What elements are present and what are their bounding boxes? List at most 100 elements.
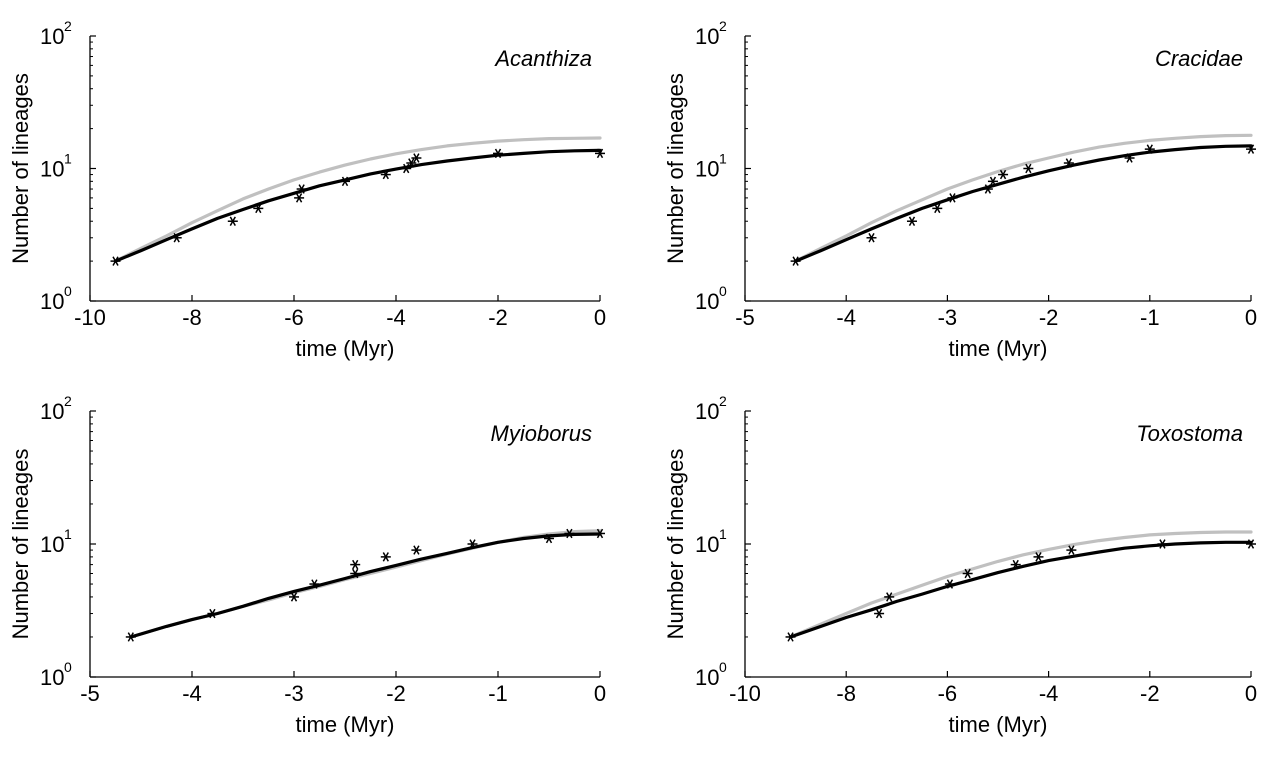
myioborus-x-tick-label: 0 <box>594 681 606 706</box>
myioborus-panel-title: Myioborus <box>491 421 592 446</box>
cracidae-x-tick-label: 0 <box>1245 305 1257 330</box>
cracidae-observed-point <box>906 216 917 226</box>
acanthiza-model-b-curve <box>113 148 602 263</box>
myioborus-x-tick-label: -3 <box>284 681 304 706</box>
cracidae-x-tick-label: -3 <box>938 305 958 330</box>
toxostoma-x-axis-label: time (Myr) <box>949 712 1048 737</box>
acanthiza-observed-point <box>110 256 121 266</box>
toxostoma-observed-point <box>1033 552 1044 562</box>
cracidae-observed-point <box>987 176 998 187</box>
cracidae-y-tick-label: 10 2 <box>695 18 727 49</box>
myioborus-y-tick-exponent: 2 <box>64 393 72 409</box>
acanthiza-y-tick-exponent: 1 <box>64 151 72 167</box>
cracidae-y-tick-exponent: 2 <box>719 18 727 34</box>
toxostoma-observed-point <box>1066 545 1077 555</box>
myioborus-observed-point <box>289 592 299 602</box>
toxostoma-x-tick-label: -4 <box>1039 681 1059 706</box>
cracidae-x-axis-label: time (Myr) <box>949 336 1048 361</box>
myioborus-observed-point <box>411 545 422 555</box>
acanthiza-x-tick-label: -10 <box>74 305 106 330</box>
acanthiza-observed-point <box>411 153 422 163</box>
acanthiza-y-tick-base: 10 <box>40 24 64 49</box>
toxostoma-y-tick-base: 10 <box>695 532 719 557</box>
toxostoma-y-tick-base: 10 <box>695 399 719 424</box>
myioborus-observed-point <box>595 528 605 539</box>
myioborus-y-tick-base: 10 <box>40 532 64 557</box>
cracidae-observed-point <box>866 233 877 243</box>
myioborus-y-tick-base: 10 <box>40 665 64 690</box>
cracidae-observed-point <box>932 203 943 214</box>
myioborus-x-tick-label: -2 <box>386 681 406 706</box>
cracidae-y-tick-label: 10 1 <box>695 151 727 182</box>
acanthiza-x-tick-label: -6 <box>284 305 304 330</box>
acanthiza-y-tick-exponent: 0 <box>64 283 72 299</box>
cracidae-y-axis-label: Number of lineages <box>663 73 688 264</box>
toxostoma-x-tick-label: -6 <box>938 681 958 706</box>
myioborus-y-tick-label: 10 1 <box>40 526 72 557</box>
toxostoma-y-tick-label: 10 0 <box>695 659 727 690</box>
acanthiza-observed-point <box>171 233 182 243</box>
toxostoma-y-tick-label: 10 1 <box>695 526 727 557</box>
acanthiza-x-tick-label: -8 <box>182 305 202 330</box>
myioborus-observed-point <box>350 568 361 579</box>
acanthiza-observed-point <box>227 216 238 226</box>
cracidae-x-tick-label: -5 <box>735 305 755 330</box>
myioborus-x-tick-label: -1 <box>488 681 508 706</box>
toxostoma-x-tick-label: -2 <box>1140 681 1160 706</box>
acanthiza-observed-point <box>380 169 391 180</box>
acanthiza-y-tick-exponent: 2 <box>64 18 72 34</box>
cracidae-observed-point <box>1246 144 1256 154</box>
toxostoma-y-tick-base: 10 <box>695 665 719 690</box>
toxostoma-x-tick-label: 0 <box>1245 681 1257 706</box>
acanthiza-y-tick-base: 10 <box>40 289 64 314</box>
acanthiza-observed-point <box>296 184 307 194</box>
toxostoma-observed-point <box>1246 539 1256 549</box>
acanthiza-observed-point <box>340 176 350 187</box>
acanthiza-panel-title: Acanthiza <box>493 46 592 71</box>
myioborus-observed-point <box>125 632 136 642</box>
acanthiza-x-tick-label: -2 <box>488 305 508 330</box>
myioborus-x-tick-label: -4 <box>182 681 202 706</box>
myioborus-y-tick-exponent: 1 <box>64 526 72 542</box>
myioborus-y-tick-label: 10 0 <box>40 659 72 690</box>
toxostoma-y-tick-exponent: 1 <box>719 526 727 542</box>
cracidae-y-tick-label: 10 0 <box>695 283 727 314</box>
cracidae-model-b-curve <box>794 144 1253 263</box>
myioborus-y-axis-label: Number of lineages <box>8 449 33 640</box>
cracidae-y-tick-exponent: 0 <box>719 283 727 299</box>
cracidae-x-tick-label: -2 <box>1039 305 1059 330</box>
toxostoma-observed-point <box>1157 539 1168 549</box>
acanthiza-observed-point <box>401 163 412 174</box>
cracidae-model-a-curve <box>794 133 1253 263</box>
myioborus-observed-point <box>309 579 320 589</box>
toxostoma-x-tick-label: -10 <box>729 681 761 706</box>
cracidae-y-tick-base: 10 <box>695 289 719 314</box>
toxostoma-observed-point <box>962 568 973 579</box>
acanthiza-x-tick-label: -4 <box>386 305 406 330</box>
acanthiza-observed-point <box>493 148 503 159</box>
cracidae-observed-point <box>1023 163 1034 174</box>
toxostoma-model-b-curve <box>788 540 1253 639</box>
myioborus-observed-point <box>380 552 391 562</box>
myioborus-y-tick-exponent: 0 <box>64 659 72 675</box>
toxostoma-observed-point <box>884 592 895 602</box>
toxostoma-observed-point <box>944 579 955 589</box>
toxostoma-panel-title: Toxostoma <box>1136 421 1243 446</box>
cracidae-observed-point <box>790 256 801 266</box>
toxostoma-y-axis-label: Number of lineages <box>663 449 688 640</box>
cracidae-observed-point <box>1063 158 1074 168</box>
myioborus-observed-point <box>350 559 361 570</box>
acanthiza-y-axis-label: Number of lineages <box>8 73 33 264</box>
myioborus-y-tick-base: 10 <box>40 399 64 424</box>
acanthiza-x-tick-label: 0 <box>594 305 606 330</box>
toxostoma-observed-point <box>785 632 796 642</box>
cracidae-y-tick-base: 10 <box>695 157 719 182</box>
myioborus-observed-point <box>207 608 218 619</box>
myioborus-x-tick-label: -5 <box>80 681 100 706</box>
myioborus-observed-point <box>544 533 554 544</box>
